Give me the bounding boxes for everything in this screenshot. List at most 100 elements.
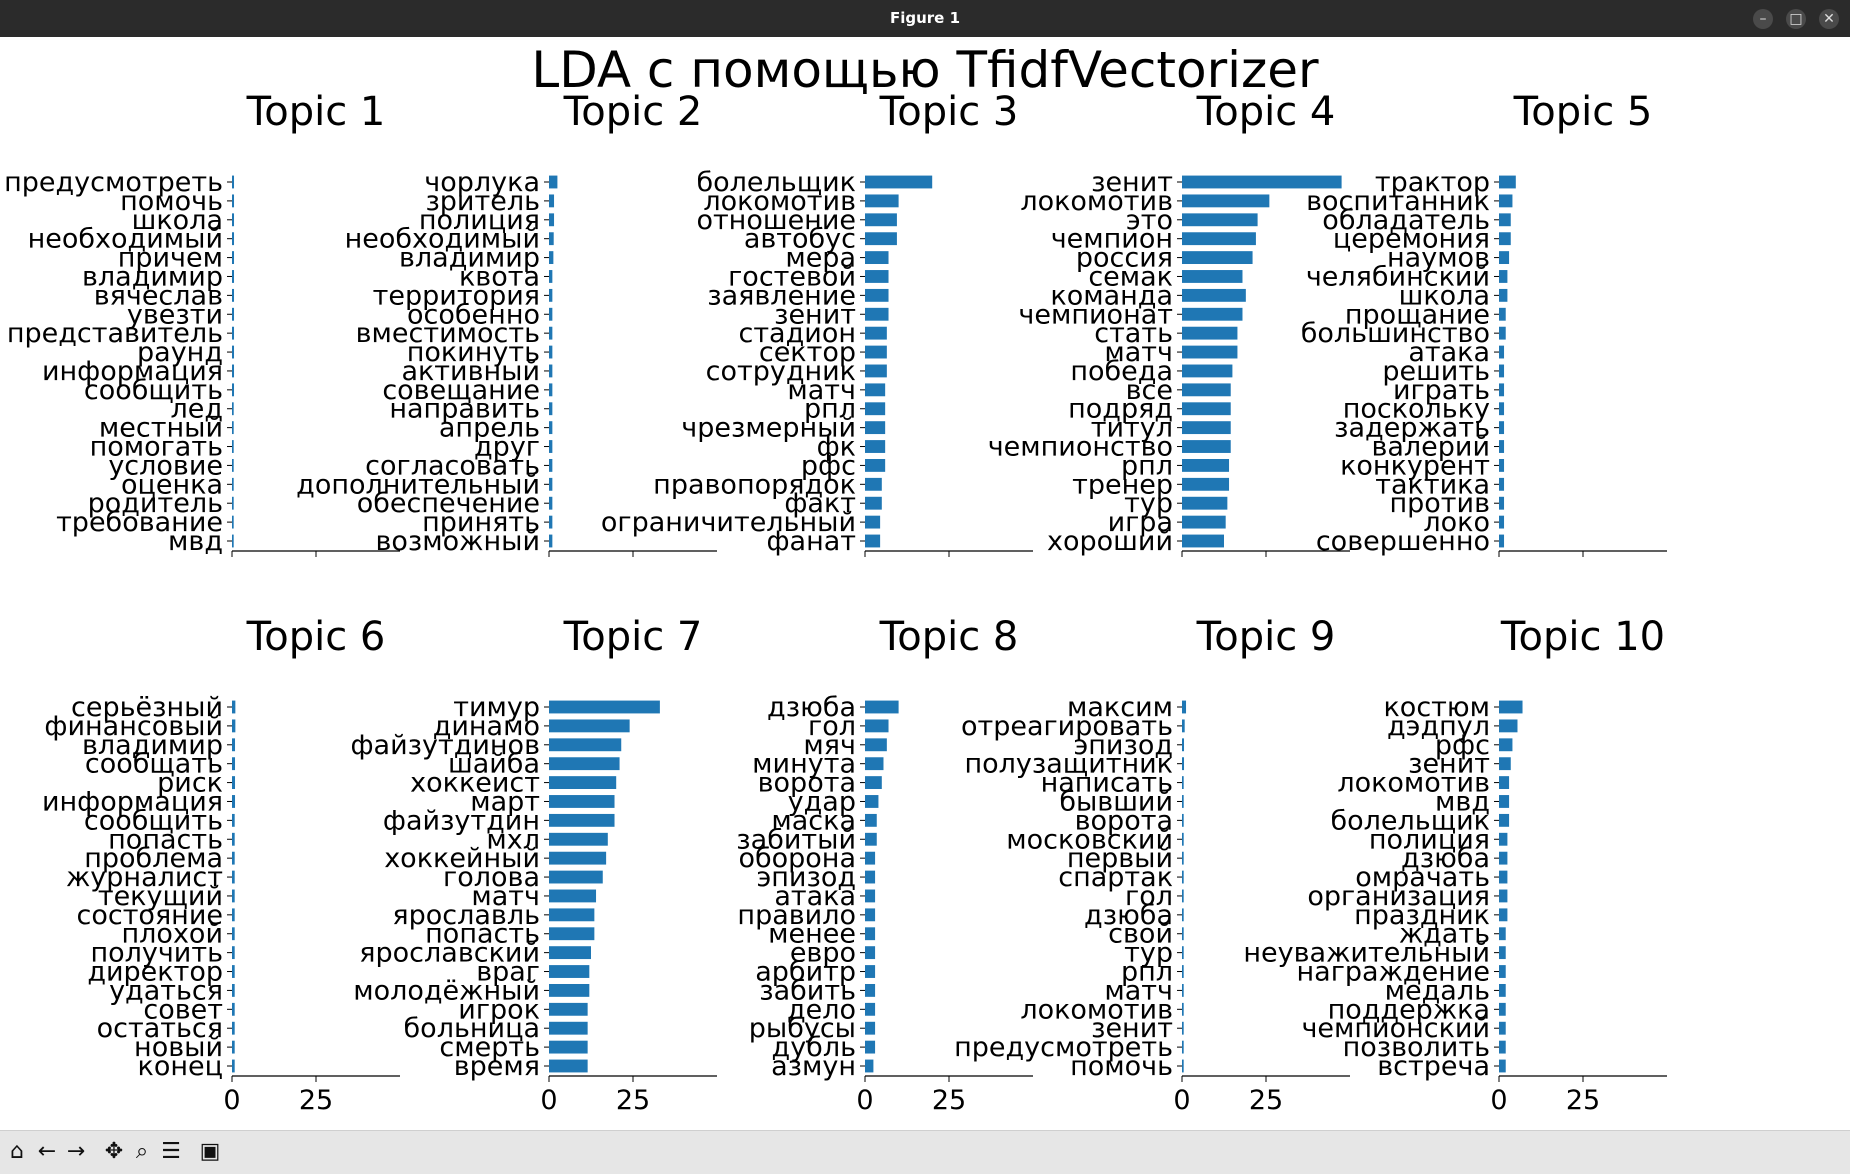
bar: [1182, 194, 1270, 208]
bar: [865, 288, 889, 302]
bar: [1499, 1002, 1506, 1016]
y-tick-label: ждать: [1399, 919, 1490, 950]
y-tick-label: большинство: [1301, 318, 1490, 349]
configure-subplots-icon[interactable]: ☰: [161, 1139, 181, 1164]
forward-arrow-icon[interactable]: →: [66, 1139, 86, 1164]
y-tick-label: файзутдинов: [350, 730, 540, 761]
bar: [865, 213, 897, 227]
y-tick-label: апрель: [439, 413, 540, 444]
y-tick-label: все: [1126, 375, 1173, 406]
bar: [232, 700, 236, 714]
bar: [549, 402, 553, 416]
bar: [1499, 851, 1508, 865]
y-tick-label: матч: [787, 375, 856, 406]
bar: [232, 965, 235, 978]
bar: [232, 421, 234, 435]
figure-canvas[interactable]: LDA с помощью TfidfVectorizer Topic 1 пред…: [0, 37, 1850, 1130]
bar: [1182, 757, 1185, 771]
bar: [549, 832, 608, 846]
bar: [1182, 326, 1238, 340]
bar: [1182, 946, 1184, 960]
y-tick-label: спартак: [1058, 862, 1173, 893]
bar: [1499, 477, 1505, 491]
y-tick-label: условие: [108, 450, 223, 481]
bar: [1499, 232, 1511, 246]
y-tick-label: плохой: [122, 919, 223, 950]
bar: [865, 194, 899, 208]
y-tick-label: остаться: [97, 1013, 223, 1044]
bar: [1182, 1021, 1184, 1035]
pan-icon[interactable]: ✥: [104, 1139, 124, 1164]
maximize-button[interactable]: □: [1786, 9, 1806, 29]
bar: [1182, 870, 1184, 884]
y-tick-label: матч: [1104, 337, 1173, 368]
y-tick-label: тимур: [453, 692, 540, 723]
zoom-icon[interactable]: ⌕: [135, 1139, 149, 1164]
bar: [1182, 383, 1231, 397]
bar: [549, 776, 617, 790]
minimize-button[interactable]: –: [1753, 9, 1773, 29]
bar: [1182, 213, 1258, 227]
y-tick-label: задержать: [1334, 413, 1490, 444]
y-tick-label: файзутдин: [383, 805, 540, 836]
y-tick-label: поддержка: [1328, 994, 1490, 1025]
bar: [549, 534, 553, 548]
save-icon[interactable]: ▣: [199, 1139, 221, 1164]
bar: [865, 326, 887, 340]
y-tick-label: удар: [788, 786, 856, 817]
x-tick-label: 0: [540, 1085, 557, 1116]
bar: [865, 1040, 876, 1054]
bar: [549, 757, 620, 771]
y-tick-label: рыбусы: [749, 1013, 856, 1044]
y-tick-label: эпизод: [756, 862, 856, 893]
subplot-title: Topic 1: [246, 89, 386, 135]
y-tick-label: рфс: [801, 450, 856, 481]
bar: [865, 421, 886, 435]
y-tick-label: азмун: [771, 1051, 856, 1082]
y-tick-label: мера: [785, 243, 856, 274]
subplot-title: Topic 10: [1500, 614, 1665, 660]
bar: [1182, 813, 1184, 827]
y-tick-label: победа: [1070, 356, 1173, 387]
y-tick-label: тур: [1124, 488, 1173, 519]
y-tick-label: подряд: [1068, 394, 1173, 425]
bar: [865, 440, 886, 453]
y-tick-label: причем: [118, 243, 223, 274]
x-tick-label: 25: [1249, 1085, 1283, 1116]
back-arrow-icon[interactable]: ←: [37, 1139, 57, 1164]
y-tick-label: поскольку: [1343, 394, 1490, 425]
y-tick-label: локомотив: [703, 186, 856, 217]
y-tick-label: евро: [790, 938, 856, 969]
y-tick-label: рпл: [804, 394, 856, 425]
bar: [232, 458, 234, 472]
bar: [865, 908, 876, 922]
bar: [865, 496, 882, 510]
y-tick-label: омрачать: [1355, 862, 1490, 893]
bar: [1182, 795, 1184, 808]
bar: [1182, 908, 1184, 922]
y-tick-label: риск: [157, 768, 223, 799]
y-tick-label: активный: [401, 356, 540, 387]
y-tick-label: менее: [768, 919, 856, 950]
y-tick-label: костюм: [1384, 692, 1491, 723]
bar: [1182, 175, 1342, 189]
bar: [865, 1002, 876, 1016]
bar: [865, 477, 882, 491]
y-tick-label: тур: [1124, 938, 1173, 969]
y-tick-label: фанат: [766, 526, 856, 557]
y-tick-label: мяч: [803, 730, 856, 761]
bar: [1499, 421, 1505, 435]
y-tick-label: голова: [443, 862, 540, 893]
subplot-title: Topic 6: [246, 614, 386, 660]
y-tick-label: состояние: [76, 900, 223, 931]
bar: [865, 364, 887, 378]
bar: [865, 795, 879, 808]
y-tick-label: ярославский: [359, 938, 540, 969]
y-tick-label: необходимый: [345, 224, 540, 255]
bar: [865, 965, 876, 978]
bar: [549, 515, 553, 529]
home-icon[interactable]: ⌂: [10, 1139, 24, 1164]
close-button[interactable]: ✕: [1819, 9, 1839, 29]
bar: [865, 757, 884, 771]
y-tick-label: болельщик: [1331, 805, 1491, 836]
